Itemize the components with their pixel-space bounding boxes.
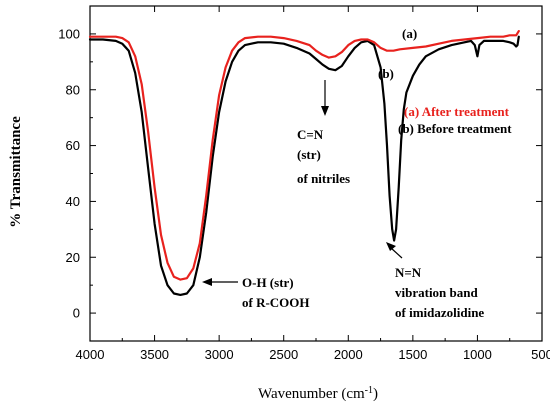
annotation-oh-line2: of R-COOH xyxy=(242,295,310,310)
arrow-nn-shaft xyxy=(390,247,403,259)
y-axis: 0 20 40 60 80 100 xyxy=(58,26,542,321)
y-axis-title: % Transmittance xyxy=(8,116,24,228)
x-tick-label: 2500 xyxy=(269,347,298,362)
x-tick-label: 1000 xyxy=(463,347,492,362)
annotation-oh-line1: O-H (str) xyxy=(242,275,294,290)
x-tick-label: 4000 xyxy=(76,347,105,362)
y-tick-label: 40 xyxy=(66,194,80,209)
curve-label-b: (b) xyxy=(378,66,394,81)
x-axis-title-sup: -1 xyxy=(365,385,373,396)
x-axis-title-end: ) xyxy=(373,386,378,402)
y-tick-label: 60 xyxy=(66,138,80,153)
y-tick-label: 80 xyxy=(66,82,80,97)
series-layer xyxy=(88,30,520,296)
y-tick-label: 0 xyxy=(73,306,80,321)
x-axis: 4000 3500 3000 2500 2000 1500 1000 500 xyxy=(76,6,550,362)
x-tick-label: 3500 xyxy=(140,347,169,362)
legend-entry-after: (a) After treatment xyxy=(404,104,510,119)
x-tick-label: 3000 xyxy=(205,347,234,362)
y-tick-label: 20 xyxy=(66,250,80,265)
annotation-cn-line1: C=N xyxy=(297,127,324,142)
x-tick-label: 500 xyxy=(531,347,550,362)
curve-label-a: (a) xyxy=(402,26,417,41)
series-line-before-treatment xyxy=(88,35,520,296)
x-tick-label: 2000 xyxy=(334,347,363,362)
series-line-after-treatment xyxy=(88,30,520,281)
legend-entry-before: (b) Before treatment xyxy=(398,121,512,136)
annotation-nn-line1: N=N xyxy=(395,265,422,280)
arrow-oh-head xyxy=(202,278,212,286)
x-tick-label: 1500 xyxy=(398,347,427,362)
annotation-nn-line3: of imidazolidine xyxy=(395,305,484,320)
y-tick-label: 100 xyxy=(58,26,80,41)
x-axis-title: Wavenumber (cm-1) xyxy=(258,385,378,403)
arrow-cn-head xyxy=(321,106,329,116)
annotation-cn-line2: (str) xyxy=(297,147,321,162)
annotation-cn-line3: of nitriles xyxy=(297,171,350,186)
arrow-nn-head xyxy=(386,242,396,251)
x-axis-title-main: Wavenumber (cm xyxy=(258,386,365,402)
annotation-nn-line2: vibration band xyxy=(395,285,478,300)
